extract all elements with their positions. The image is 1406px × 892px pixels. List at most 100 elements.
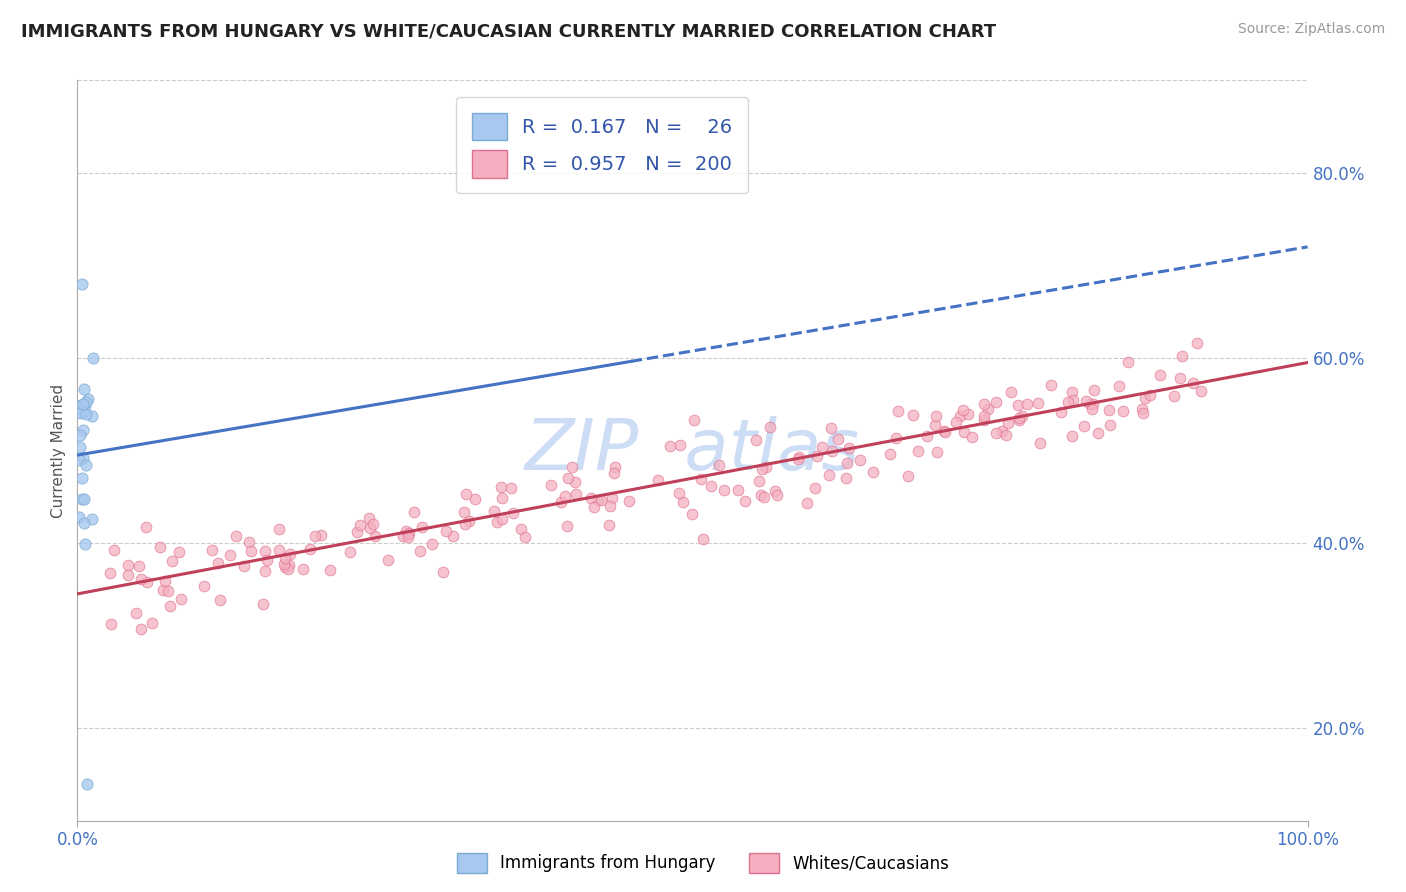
Point <box>787 450 810 464</box>
Point <box>821 443 844 458</box>
Point <box>1039 378 1062 392</box>
Point <box>835 456 858 470</box>
Y-axis label: Currently Married: Currently Married <box>51 384 66 517</box>
Point <box>879 447 901 461</box>
Point <box>238 534 260 549</box>
Point <box>339 545 361 559</box>
Point <box>72 382 94 396</box>
Point <box>319 563 342 577</box>
Point <box>599 499 621 513</box>
Point <box>396 527 419 541</box>
Point <box>277 562 299 576</box>
Point <box>1073 418 1095 433</box>
Point <box>1007 398 1029 412</box>
Point <box>973 413 995 427</box>
Text: IMMIGRANTS FROM HUNGARY VS WHITE/CAUCASIAN CURRENTLY MARRIED CORRELATION CHART: IMMIGRANTS FROM HUNGARY VS WHITE/CAUCASI… <box>21 22 997 40</box>
Point <box>70 398 93 412</box>
Point <box>76 776 98 791</box>
Point <box>72 451 94 466</box>
Point <box>128 558 150 573</box>
Point <box>707 458 730 472</box>
Point <box>924 417 946 432</box>
Point <box>744 434 766 448</box>
Point <box>1050 405 1073 419</box>
Point <box>598 517 620 532</box>
Point <box>1112 404 1135 418</box>
Point <box>72 424 94 438</box>
Point <box>915 429 938 443</box>
Point <box>586 492 609 507</box>
Point <box>949 409 972 423</box>
Point <box>945 415 967 429</box>
Point <box>934 425 956 440</box>
Point <box>734 494 756 508</box>
Point <box>77 392 100 406</box>
Point <box>136 574 159 589</box>
Point <box>499 482 522 496</box>
Point <box>117 567 139 582</box>
Point <box>152 582 174 597</box>
Point <box>117 558 139 573</box>
Point <box>420 537 443 551</box>
Point <box>135 520 157 534</box>
Point <box>253 564 276 578</box>
Point <box>561 460 583 475</box>
Point <box>70 277 93 291</box>
Point <box>838 442 860 456</box>
Point <box>207 556 229 570</box>
Point <box>1108 379 1130 393</box>
Text: ZIP  atlas: ZIP atlas <box>524 416 860 485</box>
Point <box>759 420 782 434</box>
Point <box>364 529 387 543</box>
Point <box>683 412 706 426</box>
Point <box>564 487 586 501</box>
Point <box>1008 411 1031 425</box>
Point <box>806 449 828 463</box>
Point <box>1185 336 1208 351</box>
Point <box>862 465 884 479</box>
Point <box>1015 397 1038 411</box>
Point <box>224 529 246 543</box>
Point <box>411 519 433 533</box>
Point <box>973 409 995 423</box>
Point <box>67 510 90 524</box>
Point <box>1189 384 1212 399</box>
Point <box>1008 413 1031 427</box>
Point <box>1149 368 1171 382</box>
Point <box>763 484 786 499</box>
Point <box>600 491 623 505</box>
Point <box>1078 397 1101 411</box>
Point <box>209 593 232 607</box>
Point <box>170 591 193 606</box>
Point <box>692 532 714 546</box>
Point <box>754 491 776 505</box>
Legend: Immigrants from Hungary, Whites/Caucasians: Immigrants from Hungary, Whites/Caucasia… <box>450 847 956 880</box>
Point <box>457 514 479 528</box>
Point <box>193 579 215 593</box>
Point <box>67 452 90 467</box>
Point <box>278 547 301 561</box>
Point <box>98 566 121 580</box>
Point <box>925 444 948 458</box>
Point <box>1181 376 1204 391</box>
Point <box>952 425 974 439</box>
Point <box>907 444 929 458</box>
Point <box>156 584 179 599</box>
Point <box>1011 409 1033 424</box>
Point <box>273 550 295 565</box>
Point <box>579 491 602 505</box>
Point <box>75 399 97 413</box>
Point <box>932 424 955 438</box>
Point <box>464 492 486 507</box>
Point <box>751 462 773 476</box>
Point <box>396 530 419 544</box>
Point <box>72 397 94 411</box>
Point <box>432 565 454 579</box>
Point <box>603 459 626 474</box>
Point <box>1133 391 1156 405</box>
Point <box>884 431 907 445</box>
Point <box>755 460 778 475</box>
Point <box>603 466 626 480</box>
Point <box>997 416 1019 430</box>
Point <box>925 409 948 424</box>
